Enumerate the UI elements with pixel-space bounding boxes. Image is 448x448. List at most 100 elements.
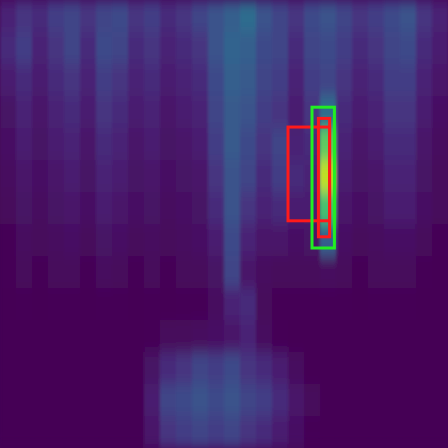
heatmap-cell bbox=[256, 320, 273, 353]
heatmap-cell bbox=[16, 192, 33, 225]
heatmap-cell bbox=[112, 224, 129, 257]
heatmap-cell bbox=[160, 128, 177, 161]
heatmap-cell bbox=[112, 32, 129, 65]
heatmap-cell bbox=[112, 384, 129, 417]
heatmap-cell bbox=[224, 416, 241, 448]
heatmap-cell bbox=[288, 320, 305, 353]
heatmap-cell bbox=[416, 320, 433, 353]
heatmap-cell bbox=[432, 128, 448, 161]
heatmap-cell bbox=[0, 32, 17, 65]
heatmap-cell bbox=[176, 160, 193, 193]
heatmap-cell bbox=[144, 256, 161, 289]
heatmap-cell bbox=[416, 224, 433, 257]
heatmap-cell bbox=[64, 96, 81, 129]
heatmap-cell bbox=[64, 352, 81, 385]
heatmap-cell bbox=[416, 64, 433, 97]
heatmap-cell bbox=[352, 352, 369, 385]
heatmap-cell bbox=[48, 352, 65, 385]
heatmap-cell bbox=[192, 416, 209, 448]
heatmap-cell bbox=[48, 320, 65, 353]
heatmap-cell bbox=[368, 128, 385, 161]
heatmap-cell bbox=[192, 128, 209, 161]
heatmap-cell bbox=[96, 320, 113, 353]
heatmap-cell bbox=[192, 192, 209, 225]
heatmap-cell bbox=[208, 416, 225, 448]
heatmap-cell bbox=[16, 320, 33, 353]
heatmap-cell bbox=[0, 160, 17, 193]
heatmap-cell bbox=[128, 192, 145, 225]
heatmap-cell bbox=[112, 256, 129, 289]
heatmap-cell bbox=[64, 416, 81, 448]
heatmap-cell bbox=[400, 128, 417, 161]
heatmap-cell bbox=[224, 320, 241, 353]
heatmap-cell bbox=[176, 128, 193, 161]
plot-area bbox=[0, 0, 448, 448]
heatmap-cell bbox=[224, 256, 241, 289]
heatmap-cell bbox=[160, 384, 177, 417]
heatmap-cell bbox=[80, 256, 97, 289]
heatmap-cell bbox=[64, 256, 81, 289]
heatmap-cell bbox=[64, 32, 81, 65]
heatmap-cell bbox=[160, 160, 177, 193]
heatmap-cell bbox=[272, 32, 289, 65]
heatmap-cell bbox=[352, 128, 369, 161]
heatmap-cell bbox=[32, 32, 49, 65]
heatmap-cell bbox=[176, 320, 193, 353]
heatmap-cell bbox=[16, 224, 33, 257]
heatmap-cell bbox=[112, 320, 129, 353]
heatmap-cell bbox=[80, 224, 97, 257]
heatmap-cell bbox=[288, 32, 305, 65]
heatmap-cell bbox=[80, 416, 97, 448]
heatmap-cell bbox=[384, 32, 401, 65]
heatmap-cell bbox=[176, 384, 193, 417]
heatmap-cell bbox=[16, 384, 33, 417]
heatmap-cell bbox=[48, 160, 65, 193]
heatmap-cell bbox=[288, 96, 305, 129]
heatmap-cell bbox=[160, 352, 177, 385]
heatmap-cell bbox=[80, 160, 97, 193]
heatmap-cell bbox=[128, 32, 145, 65]
heatmap-cell bbox=[288, 416, 305, 448]
heatmap-cell bbox=[432, 384, 448, 417]
heatmap-cell bbox=[240, 128, 257, 161]
heatmap-cell bbox=[224, 384, 241, 417]
heatmap-cell bbox=[416, 128, 433, 161]
heatmap-cell bbox=[96, 64, 113, 97]
heatmap-cell bbox=[272, 352, 289, 385]
heatmap-cell bbox=[32, 192, 49, 225]
heatmap-cell bbox=[96, 96, 113, 129]
heatmap-cell bbox=[224, 352, 241, 385]
heatmap-cell bbox=[400, 256, 417, 289]
heatmap-cell bbox=[64, 0, 81, 33]
heatmap-cell bbox=[0, 288, 17, 321]
heatmap-cell bbox=[240, 96, 257, 129]
heatmap-cell bbox=[368, 0, 385, 33]
heatmap-cell bbox=[240, 160, 257, 193]
heatmap-cell bbox=[400, 96, 417, 129]
heatmap-cell bbox=[96, 224, 113, 257]
heatmap-cell bbox=[240, 32, 257, 65]
heatmap-cell bbox=[0, 256, 17, 289]
heatmap-cell bbox=[368, 384, 385, 417]
heatmap-cell bbox=[320, 0, 337, 33]
heatmap-cell bbox=[48, 256, 65, 289]
heatmap-cell bbox=[320, 288, 337, 321]
heatmap-cell bbox=[208, 352, 225, 385]
heatmap-cell bbox=[160, 288, 177, 321]
heatmap-cell bbox=[80, 384, 97, 417]
heatmap-cell bbox=[160, 224, 177, 257]
heatmap-cell bbox=[416, 416, 433, 448]
heatmap-cell bbox=[240, 416, 257, 448]
heatmap-cell bbox=[320, 384, 337, 417]
heatmap-cell bbox=[416, 192, 433, 225]
heatmap-cell bbox=[224, 160, 241, 193]
heatmap-cell bbox=[160, 32, 177, 65]
heatmap-cell bbox=[336, 416, 353, 448]
heatmap-cell bbox=[176, 96, 193, 129]
heatmap-cell bbox=[368, 320, 385, 353]
heatmap-cell bbox=[240, 256, 257, 289]
heatmap-cell bbox=[400, 416, 417, 448]
heatmap-cell bbox=[112, 0, 129, 33]
heatmap-cell bbox=[256, 128, 273, 161]
heatmap-cell bbox=[208, 192, 225, 225]
